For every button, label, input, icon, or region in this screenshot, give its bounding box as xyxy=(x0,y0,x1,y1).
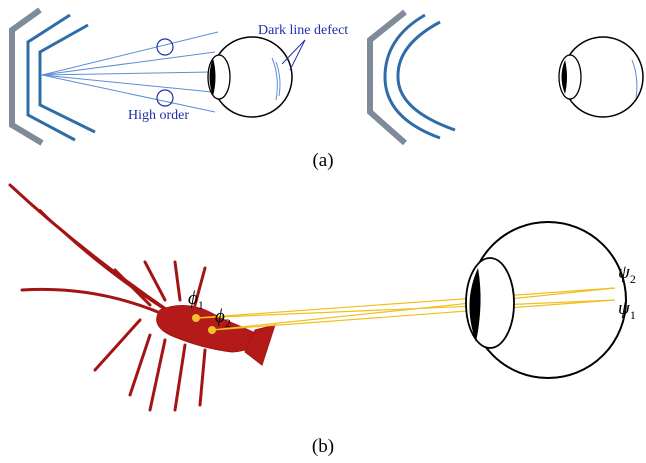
psi2-label: ψ2 xyxy=(618,262,636,286)
subscript: 1 xyxy=(630,308,636,322)
mirror-right xyxy=(370,12,455,143)
high-order-label: High order xyxy=(128,108,189,123)
phi1-label: ϕ1 xyxy=(188,288,204,312)
symbol: ϕ xyxy=(215,306,225,327)
aberration-circle xyxy=(157,39,173,55)
point-phi1 xyxy=(192,314,200,322)
sight-lines xyxy=(196,288,615,330)
eye-a1 xyxy=(208,37,292,117)
lobster xyxy=(10,185,275,410)
eye-a2 xyxy=(559,37,643,117)
figure: Dark line defect High order (a) ϕ1 ϕ2 ψ2… xyxy=(0,0,646,463)
subscript: 2 xyxy=(225,316,231,330)
phi2-label: ϕ2 xyxy=(215,306,231,330)
symbol: ϕ xyxy=(188,288,198,309)
panel-label: (b) xyxy=(312,436,334,457)
subscript: 1 xyxy=(198,298,204,312)
panel-label: (a) xyxy=(312,150,333,171)
point-phi2 xyxy=(208,326,216,334)
aberration-circle xyxy=(157,90,173,106)
defect-label: Dark line defect xyxy=(258,23,348,38)
subscript: 2 xyxy=(630,272,636,286)
rays xyxy=(42,32,218,112)
psi1-label: ψ1 xyxy=(618,298,636,322)
